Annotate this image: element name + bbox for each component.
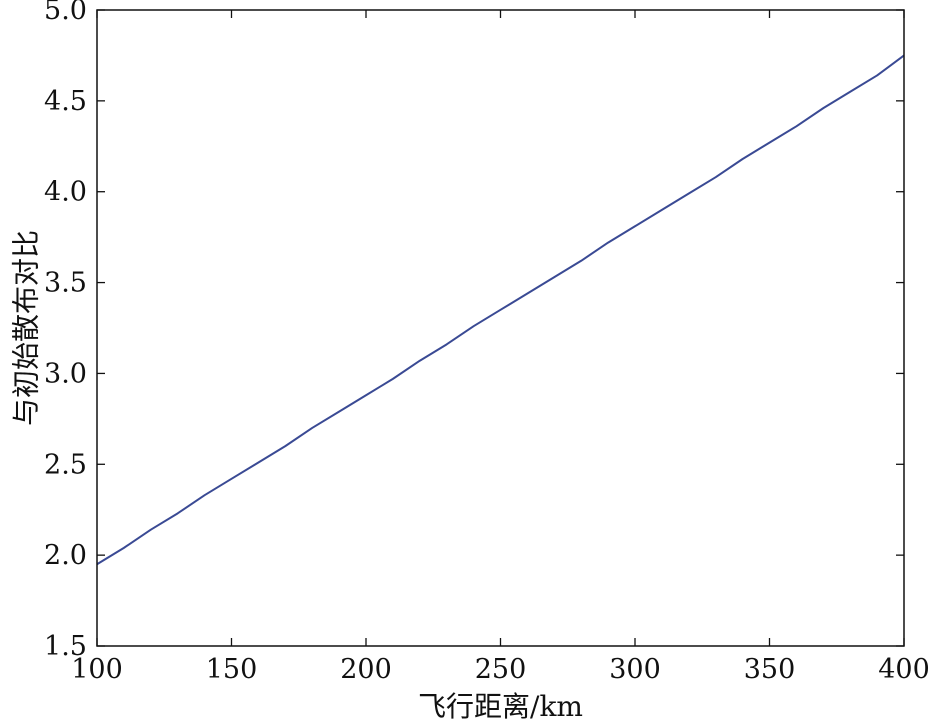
x-tick-label: 200 bbox=[340, 654, 392, 685]
y-tick-label: 3.0 bbox=[44, 358, 87, 389]
x-tick-label: 400 bbox=[878, 654, 928, 685]
plot-frame bbox=[96, 9, 905, 647]
x-tick-label: 100 bbox=[71, 654, 123, 685]
labels-layer: 100 150 200 250 300 350 400 1.5 2.0 2.5 3.0 3.5 4.0 4… bbox=[44, 0, 928, 685]
y-tick-label: 1.5 bbox=[44, 631, 87, 662]
ticks-layer bbox=[96, 9, 905, 647]
x-tick-label: 250 bbox=[475, 654, 527, 685]
y-axis-title: 与初始散布对比 bbox=[10, 230, 43, 426]
series-line bbox=[96, 54, 905, 566]
y-tick-label: 4.5 bbox=[44, 86, 87, 117]
series-layer bbox=[96, 54, 905, 566]
y-tick-label: 5.0 bbox=[44, 0, 87, 26]
y-tick-label: 3.5 bbox=[44, 268, 87, 299]
y-tick-label: 4.0 bbox=[44, 177, 87, 208]
x-tick-label: 350 bbox=[744, 654, 796, 685]
x-tick-label: 300 bbox=[609, 654, 661, 685]
y-tick-label: 2.5 bbox=[44, 449, 87, 480]
y-tick-label: 2.0 bbox=[44, 540, 87, 571]
x-axis-title: 飞行距离/km bbox=[418, 690, 583, 723]
x-tick-label: 150 bbox=[206, 654, 258, 685]
